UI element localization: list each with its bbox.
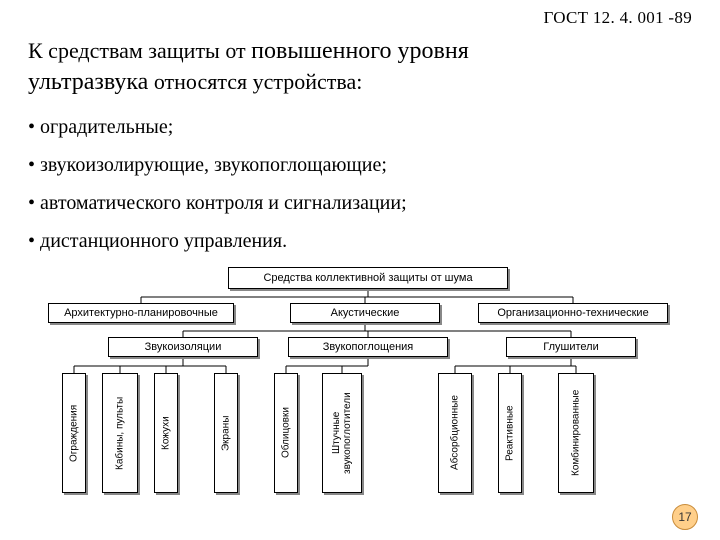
tree-l2-node: Архитектурно-планировочные	[48, 303, 234, 323]
bullet-item: оградительные;	[28, 115, 692, 139]
heading-pre: К средствам защиты от	[28, 38, 251, 63]
tree-leaf: Облицовки	[274, 373, 298, 493]
heading: К средствам защиты от повышенного уровня…	[28, 36, 692, 97]
bullet-item: звукоизолирующие, звукопоглощающие;	[28, 153, 692, 177]
gost-code: ГОСТ 12. 4. 001 -89	[28, 8, 692, 28]
page-number-badge: 17	[672, 504, 698, 530]
tree-l2-node: Акустические	[290, 303, 440, 323]
bullet-item: дистанционного управления.	[28, 229, 692, 253]
bullet-item: автоматического контроля и сигнализации;	[28, 191, 692, 215]
heading-big-1: повышенного уровня	[251, 38, 469, 64]
tree-leaf: Реактивные	[498, 373, 522, 493]
tree-leaf: Экраны	[214, 373, 238, 493]
tree-leaf: Абсорбционные	[438, 373, 472, 493]
tree-leaf: Комбинированные	[558, 373, 594, 493]
heading-post: относятся устройства:	[148, 69, 362, 94]
tree-l3-node: Звукоизоляции	[108, 337, 258, 357]
tree-l2-node: Организационно-технические	[478, 303, 668, 323]
tree-leaf: Кожухи	[154, 373, 178, 493]
slide-page: ГОСТ 12. 4. 001 -89 К средствам защиты о…	[0, 0, 720, 540]
bullet-list: оградительные; звукоизолирующие, звукопо…	[28, 115, 692, 253]
tree-leaf: Ограждения	[62, 373, 86, 493]
tree-leaf: Штучные звукопоглотители	[322, 373, 362, 493]
tree-leaf: Кабины, пульты	[102, 373, 138, 493]
tree-root: Средства коллективной защиты от шума	[228, 267, 508, 289]
heading-big-2: ультразвука	[28, 69, 148, 95]
tree-diagram: Средства коллективной защиты от шума Архи…	[38, 267, 678, 497]
tree-l3-node: Глушители	[506, 337, 636, 357]
tree-l3-node: Звукопоглощения	[288, 337, 448, 357]
